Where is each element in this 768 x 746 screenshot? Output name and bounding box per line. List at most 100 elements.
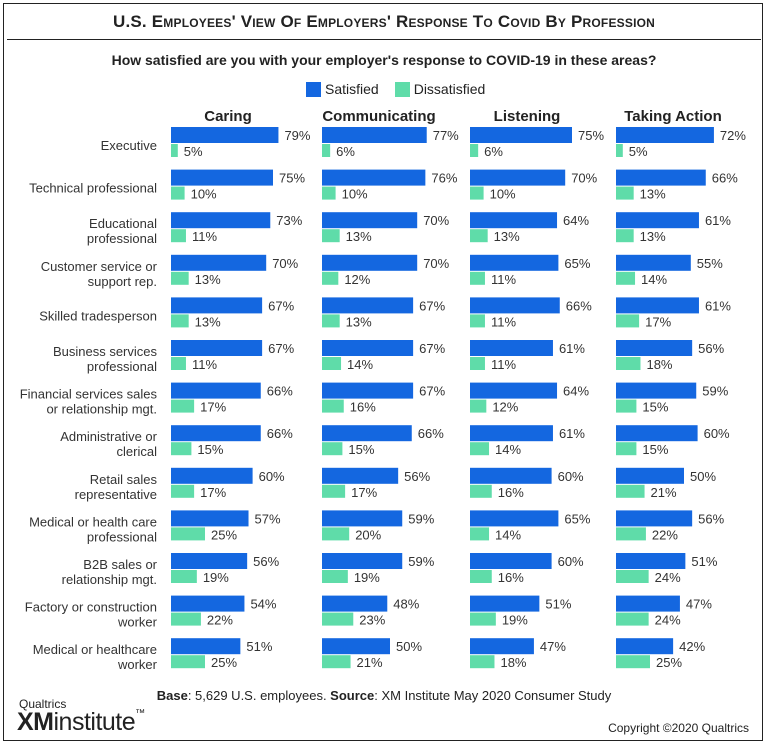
category-label-skilled-tradesperson: Skilled tradesperson [39,308,157,323]
chart-frame [3,3,763,741]
data-label-taking-action-customer-service-or-support-rep-satisfied: 55% [697,256,723,271]
bar-taking-action-medical-or-health-care-professional-satisfied [616,510,693,527]
data-label-caring-retail-sales-representative-satisfied: 60% [259,469,285,484]
data-label-caring-customer-service-or-support-rep-dissatisfied: 13% [195,272,221,287]
brand-xm: XM [17,708,54,736]
data-label-communicating-medical-or-health-care-professional-dissatisfied: 20% [355,527,381,542]
data-label-communicating-factory-or-construction-worker-dissatisfied: 23% [359,613,385,628]
bar-listening-technical-professional-dissatisfied [470,186,484,200]
bar-listening-factory-or-construction-worker-satisfied [470,595,540,612]
brand-trademark: ™ [135,708,145,719]
bar-communicating-skilled-tradesperson-dissatisfied [322,314,340,328]
bar-communicating-business-services-professional-dissatisfied [322,357,342,370]
bar-caring-medical-or-healthcare-worker-dissatisfied [171,655,205,669]
panel-header-taking-action: Taking Action [624,108,722,125]
bar-caring-business-services-professional-dissatisfied [171,357,186,370]
data-label-taking-action-financial-services-sales-or-relationship-mgt-dissatisfied: 15% [642,400,668,415]
data-label-listening-educational-professional-satisfied: 64% [563,213,589,228]
bar-taking-action-skilled-tradesperson-satisfied [616,297,699,314]
data-label-taking-action-factory-or-construction-worker-dissatisfied: 24% [655,613,681,628]
data-label-communicating-skilled-tradesperson-satisfied: 67% [419,298,445,313]
data-label-communicating-educational-professional-satisfied: 70% [423,213,449,228]
category-label-business-services-professional-line1: Business services [53,344,158,359]
bar-listening-educational-professional-dissatisfied [470,229,488,243]
data-label-caring-executive-satisfied: 79% [284,128,310,143]
data-label-communicating-medical-or-healthcare-worker-satisfied: 50% [396,639,422,654]
data-label-caring-technical-professional-satisfied: 75% [279,171,305,186]
bar-caring-executive-dissatisfied [171,144,178,157]
bar-communicating-executive-satisfied [322,127,427,143]
bar-communicating-medical-or-health-care-professional-satisfied [322,510,403,527]
footer-base-source: Base: 5,629 U.S. employees. Source: XM I… [0,688,768,703]
data-label-communicating-customer-service-or-support-rep-satisfied: 70% [423,256,449,271]
data-label-communicating-technical-professional-dissatisfied: 10% [342,187,368,202]
category-label-administrative-or-clerical-line2: clerical [117,444,158,459]
chart-subtitle: How satisfied are you with your employer… [111,52,657,68]
data-label-caring-financial-services-sales-or-relationship-mgt-dissatisfied: 17% [200,400,226,415]
legend: Satisfied Dissatisfied [306,81,501,97]
bar-caring-medical-or-healthcare-worker-satisfied [171,638,241,655]
data-label-communicating-retail-sales-representative-dissatisfied: 17% [351,485,377,500]
data-label-listening-customer-service-or-support-rep-dissatisfied: 11% [491,272,516,287]
bar-listening-executive-satisfied [470,127,572,143]
bar-communicating-b2b-sales-or-relationship-mgt-dissatisfied [322,570,348,583]
data-label-taking-action-factory-or-construction-worker-satisfied: 47% [686,597,712,612]
brand-institute: institute [53,708,136,736]
data-label-taking-action-administrative-or-clerical-dissatisfied: 15% [642,442,668,457]
bar-communicating-financial-services-sales-or-relationship-mgt-satisfied [322,382,414,399]
bar-listening-administrative-or-clerical-satisfied [470,425,553,442]
data-label-caring-retail-sales-representative-dissatisfied: 17% [200,485,226,500]
data-label-communicating-factory-or-construction-worker-satisfied: 48% [393,597,419,612]
data-label-caring-b2b-sales-or-relationship-mgt-satisfied: 56% [253,554,279,569]
bar-communicating-retail-sales-representative-dissatisfied [322,484,346,498]
bar-taking-action-factory-or-construction-worker-satisfied [616,595,680,612]
bar-taking-action-medical-or-health-care-professional-dissatisfied [616,527,646,541]
data-label-caring-educational-professional-satisfied: 73% [276,213,302,228]
bar-listening-medical-or-health-care-professional-satisfied [470,510,559,527]
category-label-factory-or-construction-worker-line2: worker [117,615,158,630]
bar-taking-action-skilled-tradesperson-dissatisfied [616,314,640,328]
bar-communicating-medical-or-healthcare-worker-satisfied [322,638,390,655]
data-label-listening-retail-sales-representative-dissatisfied: 16% [498,485,524,500]
brand-logo: XMinstitute™ [17,708,145,737]
bar-caring-factory-or-construction-worker-dissatisfied [171,612,201,626]
bar-listening-b2b-sales-or-relationship-mgt-satisfied [470,553,552,569]
bar-communicating-medical-or-healthcare-worker-dissatisfied [322,655,351,669]
category-label-financial-services-sales-or-relationship-mgt-line1: Financial services sales [20,387,158,402]
bar-caring-skilled-tradesperson-satisfied [171,297,263,314]
bar-taking-action-financial-services-sales-or-relationship-mgt-dissatisfied [616,399,637,413]
data-label-communicating-technical-professional-satisfied: 76% [431,171,457,186]
bar-listening-b2b-sales-or-relationship-mgt-dissatisfied [470,570,492,583]
category-label-customer-service-or-support-rep-line1: Customer service or [41,259,158,274]
bar-listening-medical-or-healthcare-worker-satisfied [470,638,534,655]
data-label-listening-b2b-sales-or-relationship-mgt-satisfied: 60% [558,554,584,569]
bar-taking-action-educational-professional-satisfied [616,212,699,229]
category-label-educational-professional-line2: professional [87,231,157,246]
bar-taking-action-retail-sales-representative-satisfied [616,467,684,484]
bar-listening-retail-sales-representative-dissatisfied [470,484,492,498]
data-label-caring-financial-services-sales-or-relationship-mgt-satisfied: 66% [267,384,293,399]
data-label-taking-action-customer-service-or-support-rep-dissatisfied: 14% [641,272,667,287]
data-label-communicating-business-services-professional-satisfied: 67% [419,341,445,356]
category-label-customer-service-or-support-rep-line2: support rep. [88,274,157,289]
data-label-listening-medical-or-healthcare-worker-satisfied: 47% [540,639,566,654]
category-label-medical-or-health-care-professional-line2: professional [87,529,157,544]
data-label-caring-b2b-sales-or-relationship-mgt-dissatisfied: 19% [203,570,229,585]
legend-label-satisfied: Satisfied [325,81,379,97]
bar-taking-action-customer-service-or-support-rep-satisfied [616,254,691,271]
data-label-communicating-administrative-or-clerical-dissatisfied: 15% [348,442,374,457]
data-label-listening-customer-service-or-support-rep-satisfied: 65% [564,256,590,271]
bar-caring-retail-sales-representative-dissatisfied [171,484,195,498]
bar-listening-skilled-tradesperson-satisfied [470,297,560,314]
bar-communicating-technical-professional-dissatisfied [322,186,336,200]
bar-communicating-factory-or-construction-worker-satisfied [322,595,388,612]
bar-listening-retail-sales-representative-satisfied [470,467,552,484]
data-label-caring-technical-professional-dissatisfied: 10% [191,187,217,202]
data-label-taking-action-business-services-professional-satisfied: 56% [698,341,724,356]
data-label-taking-action-administrative-or-clerical-satisfied: 60% [704,426,730,441]
base-text: : 5,629 U.S. employees. [187,688,331,703]
legend-swatch-satisfied [306,81,321,97]
data-label-taking-action-medical-or-healthcare-worker-satisfied: 42% [679,639,705,654]
data-label-taking-action-educational-professional-dissatisfied: 13% [640,229,666,244]
data-label-communicating-financial-services-sales-or-relationship-mgt-dissatisfied: 16% [350,400,376,415]
